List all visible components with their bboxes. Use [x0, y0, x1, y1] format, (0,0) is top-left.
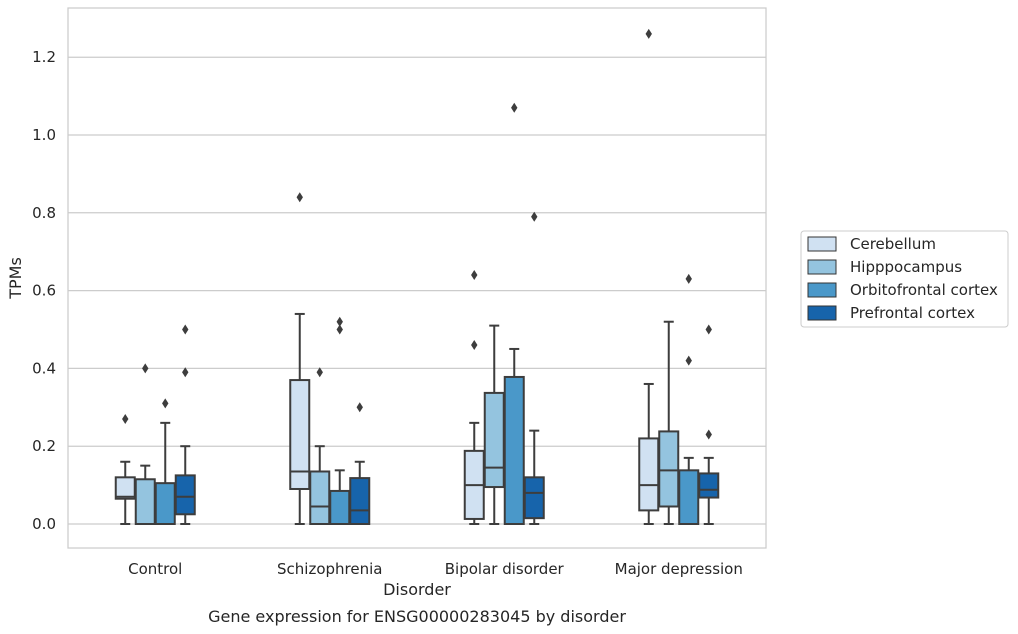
y-tick-label: 1.2: [32, 48, 56, 66]
outlier-marker: [182, 367, 189, 378]
legend-frame: [800, 230, 1009, 328]
y-tick-label: 0.2: [32, 437, 56, 455]
x-tick-labels: Control Schizophrenia Bipolar disorder Majo…: [128, 560, 743, 578]
plot-frame: [67, 7, 767, 549]
outlier-marker: [182, 324, 189, 335]
y-tick-label: 0.6: [32, 282, 56, 300]
outlier-marker: [162, 398, 169, 409]
box: [698, 472, 720, 499]
box-group: [698, 324, 720, 525]
x-tick-label: Major depression: [615, 560, 743, 578]
box-group: [174, 324, 196, 525]
x-tick-label: Bipolar disorder: [445, 560, 565, 578]
y-tick-label: 0.8: [32, 204, 56, 222]
outlier-marker: [296, 192, 303, 203]
outlier-marker: [122, 413, 129, 424]
x-tick-label: Schizophrenia: [277, 560, 382, 578]
box: [523, 476, 545, 520]
box-group: [309, 367, 331, 525]
outlier-marker: [705, 429, 712, 440]
x-tick-label: Control: [128, 560, 182, 578]
box: [678, 469, 700, 525]
outlier-marker: [356, 402, 363, 413]
box: [483, 391, 505, 489]
legend-swatch: [807, 259, 837, 275]
outlier-marker: [511, 102, 518, 113]
box-group: [154, 398, 176, 525]
outlier-marker: [471, 340, 478, 351]
box-group: [349, 402, 371, 525]
y-axis-title: TPMs: [6, 257, 25, 300]
box: [349, 477, 371, 525]
y-tick-label: 0.0: [32, 515, 56, 533]
box-group: [658, 320, 680, 525]
box-group: [678, 273, 700, 525]
box: [154, 482, 176, 525]
y-tick-labels: 0.0 0.2 0.4 0.6 0.8 1.0 1.2: [32, 48, 56, 533]
x-axis-title: Disorder: [383, 580, 451, 599]
box: [309, 470, 331, 525]
outlier-marker: [531, 211, 538, 222]
box: [134, 478, 156, 526]
box: [174, 474, 196, 516]
box-group: [289, 192, 311, 525]
box: [503, 375, 525, 526]
y-tick-label: 0.4: [32, 359, 56, 377]
y-tick-label: 1.0: [32, 126, 56, 144]
box: [289, 379, 311, 490]
box-group: [463, 270, 485, 525]
outlier-marker: [685, 355, 692, 366]
legend-swatch: [807, 236, 837, 252]
legend-label: Prefrontal cortex: [850, 304, 975, 322]
outlier-marker: [316, 367, 323, 378]
outlier-marker: [645, 28, 652, 39]
box-group: [483, 324, 505, 525]
boxes: [114, 28, 720, 526]
outlier-marker: [685, 273, 692, 284]
legend-swatch: [807, 305, 837, 321]
box: [329, 489, 351, 525]
outlier-marker: [471, 270, 478, 281]
outlier-marker: [705, 324, 712, 335]
outlier-marker: [336, 324, 343, 335]
legend-label: Hipppocampus: [850, 258, 962, 276]
legend-label: Orbitofrontal cortex: [850, 281, 998, 299]
box: [658, 430, 680, 508]
outlier-marker: [142, 363, 149, 374]
outlier-marker: [336, 316, 343, 327]
box: [638, 437, 660, 512]
legend: Cerebellum Hipppocampus Orbitofrontal cort…: [800, 230, 1009, 328]
legend-swatch: [807, 282, 837, 298]
box-group: [134, 363, 156, 526]
box-group: [114, 413, 136, 525]
box: [114, 476, 136, 500]
box-group: [523, 211, 545, 525]
box-group: [503, 102, 525, 526]
figure-caption: Gene expression for ENSG00000283045 by d…: [208, 607, 626, 626]
box-group: [329, 316, 351, 525]
legend-label: Cerebellum: [850, 235, 936, 253]
box-group: [638, 28, 660, 525]
